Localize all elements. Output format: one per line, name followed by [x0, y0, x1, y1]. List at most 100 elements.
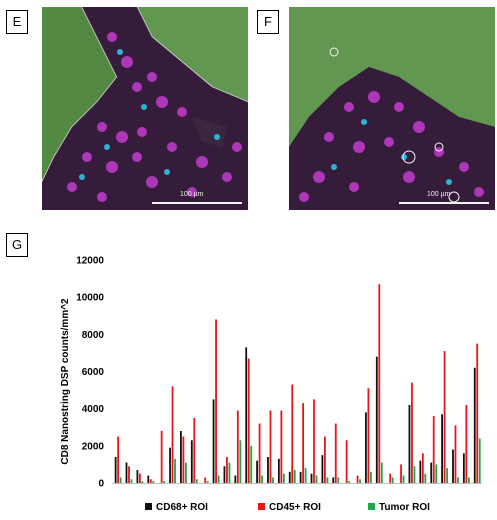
bar-tumor-roi: [130, 479, 133, 483]
bar-chart: 0 2000 4000 6000 8000 10000 12000 CD8 Nanostrin…: [60, 256, 482, 513]
bar-cd45-roi: [182, 436, 185, 483]
bar-cd45-roi: [138, 473, 141, 483]
bar-cd45-roi: [160, 430, 163, 483]
y-tick-label: 10000: [76, 293, 104, 304]
bar-cd68-roi: [473, 367, 476, 483]
bar-cd45-roi: [400, 464, 402, 483]
bar-tumor-roi: [348, 481, 351, 483]
bar-cd68-roi: [147, 475, 150, 483]
bar-cd68-roi: [321, 455, 324, 484]
bar-cd68-roi: [212, 399, 215, 484]
bar-tumor-roi: [293, 469, 296, 483]
bar-tumor-roi: [228, 462, 231, 483]
bar-cd45-roi: [291, 384, 294, 483]
bar-tumor-roi: [239, 440, 242, 483]
bar-cd68-roi: [452, 449, 454, 483]
bar-tumor-roi: [446, 468, 448, 483]
scalebar-label-e: 100 µm: [180, 191, 204, 198]
bar-cd68-roi: [245, 347, 248, 483]
bar-cd45-roi: [476, 343, 479, 484]
legend-swatch: [145, 503, 152, 510]
bar-cd68-roi: [114, 456, 117, 483]
legend-label: Tumor ROI: [379, 502, 430, 513]
legend-swatch: [368, 503, 375, 510]
bar-tumor-roi: [195, 479, 198, 483]
bar-tumor-roi: [467, 477, 470, 483]
bar-cd45-roi: [443, 351, 446, 483]
bar-cd45-roi: [389, 473, 392, 483]
bar-tumor-roi: [152, 481, 155, 483]
bar-cd68-roi: [332, 477, 335, 483]
bar-cd45-roi: [334, 423, 337, 483]
bar-cd68-roi: [180, 430, 182, 483]
y-tick-label: 0: [98, 479, 104, 490]
bar-tumor-roi: [206, 481, 209, 483]
bar-cd45-roi: [117, 436, 120, 483]
bar-cd45-roi: [432, 416, 435, 483]
bar-cd68-roi: [256, 460, 258, 483]
bar-tumor-roi: [391, 477, 394, 483]
bar-cd68-roi: [136, 469, 139, 483]
bar-cd45-roi: [465, 404, 468, 483]
panel-label-e: E: [6, 10, 28, 34]
bar-tumor-roi: [413, 466, 416, 483]
bar-tumor-roi: [119, 477, 122, 483]
bar-cd68-roi: [375, 356, 378, 483]
bar-cd45-roi: [215, 319, 217, 483]
bar-cd45-roi: [421, 453, 424, 483]
bar-cd68-roi: [267, 456, 269, 483]
bar-cd45-roi: [345, 440, 348, 483]
bar-cd45-roi: [269, 410, 272, 483]
bar-cd68-roi: [190, 440, 193, 483]
bar-cd68-roi: [169, 447, 171, 483]
bar-cd45-roi: [236, 410, 239, 483]
bar-tumor-roi: [435, 464, 438, 483]
bar-tumor-roi: [282, 473, 285, 483]
bar-tumor-roi: [326, 477, 329, 483]
bar-cd68-roi: [408, 404, 411, 483]
bar-tumor-roi: [163, 481, 166, 483]
bar-cd68-roi: [441, 414, 443, 483]
bar-cd45-roi: [226, 456, 228, 483]
bar-cd45-roi: [454, 425, 457, 483]
bar-tumor-roi: [380, 462, 383, 483]
bar-cd45-roi: [193, 417, 196, 483]
panel-label-f: F: [257, 10, 279, 34]
bar-tumor-roi: [250, 445, 253, 483]
bar-cd45-roi: [149, 479, 152, 483]
bar-cd45-roi: [323, 436, 326, 483]
bar-cd68-roi: [277, 458, 280, 483]
bar-cd45-roi: [367, 388, 370, 483]
y-tick-label: 2000: [82, 441, 105, 452]
bar-tumor-roi: [315, 475, 318, 483]
y-tick-label: 12000: [76, 256, 104, 267]
bar-cd68-roi: [223, 466, 226, 483]
micrograph-e-image: [42, 7, 248, 210]
bar-cd68-roi: [299, 471, 302, 483]
bar-tumor-roi: [272, 477, 274, 483]
bar-cd45-roi: [128, 466, 130, 483]
bar-cd45-roi: [171, 386, 174, 483]
y-tick-label: 8000: [82, 330, 105, 341]
bar-cd45-roi: [280, 410, 283, 483]
bar-cd68-roi: [462, 453, 465, 483]
legend-label: CD45+ ROI: [269, 502, 321, 513]
bar-cd68-roi: [430, 462, 433, 483]
bar-cd68-roi: [288, 471, 291, 483]
y-axis-label: CD8 Nanostring DSP counts/mm^2: [60, 298, 71, 465]
bar-tumor-roi: [337, 477, 340, 483]
bar-cd45-roi: [258, 423, 261, 483]
panel-label-g: G: [6, 233, 28, 257]
bar-cd68-roi: [234, 475, 237, 483]
bar-tumor-roi: [174, 458, 176, 483]
bar-tumor-roi: [359, 479, 361, 483]
micrograph-f: 100 µm: [289, 7, 495, 210]
bar-cd68-roi: [125, 462, 128, 483]
legend-swatch: [258, 503, 265, 510]
scalebar-label-f: 100 µm: [427, 191, 451, 198]
bar-tumor-roi: [141, 481, 144, 483]
bar-cd45-roi: [356, 475, 359, 483]
bar-cd45-roi: [411, 382, 413, 483]
micrograph-f-image: [289, 7, 495, 210]
bar-cd68-roi: [310, 473, 313, 483]
